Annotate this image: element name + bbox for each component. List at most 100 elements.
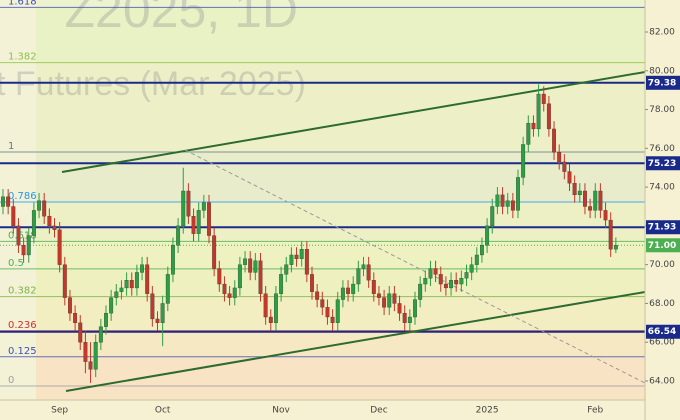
candle-body [541, 93, 546, 104]
candle-body [140, 264, 144, 273]
trend-line [65, 291, 646, 392]
candle-body [284, 264, 289, 275]
candle-body [567, 171, 572, 184]
candle-body [464, 272, 469, 279]
candle-body [577, 190, 582, 196]
candle-body [217, 268, 222, 285]
candle-body [212, 235, 217, 269]
candle-body [109, 297, 114, 314]
x-tick-label: Nov [272, 406, 290, 416]
fib-label: 0.236 [8, 320, 37, 331]
candle-body [346, 287, 350, 294]
candle-body [201, 202, 206, 211]
candle-body [155, 318, 160, 323]
level-tag [646, 220, 680, 235]
candle-body [325, 307, 330, 318]
candle-body [613, 245, 618, 250]
candle-body [145, 264, 150, 294]
candle-body [536, 93, 541, 130]
candle-body [526, 122, 531, 145]
watermark: t Futures (Mar 2025) [0, 65, 306, 103]
candle-body [608, 219, 613, 250]
candle-body [505, 200, 510, 207]
candle-body [588, 206, 593, 211]
time-axis [0, 400, 645, 420]
candle-body [433, 268, 438, 275]
y-tick-label: 68.00 [649, 299, 675, 309]
last-price-tag [646, 238, 680, 253]
candle-body [351, 283, 356, 294]
x-tick-label: Sep [51, 406, 68, 416]
candle-body [603, 210, 608, 221]
candle-body [546, 103, 551, 130]
candle-body [335, 299, 340, 323]
candle-body [500, 194, 505, 207]
fib-band [36, 356, 645, 387]
candle-body [521, 144, 526, 178]
candle-body [490, 206, 495, 227]
candle-body [572, 183, 577, 196]
fib-band [36, 152, 645, 203]
candle-body [387, 293, 392, 308]
candle-body [237, 264, 242, 289]
candle-body [557, 152, 562, 163]
level-label: 79.38 [648, 78, 676, 88]
candle-body [320, 299, 325, 308]
candle-body [583, 190, 587, 207]
candle-body [98, 326, 103, 343]
fib-label: 1.382 [8, 52, 37, 63]
candle-body [248, 258, 253, 273]
candle-body [552, 128, 556, 153]
y-tick-label: 80.00 [649, 66, 675, 76]
candle-body [443, 283, 448, 289]
candle-body [315, 291, 320, 300]
candle-body [207, 202, 211, 236]
candle-body [495, 194, 500, 207]
candle-body [57, 229, 62, 265]
candle-body [366, 264, 371, 281]
fib-label: 0.618 [8, 230, 37, 241]
candle-body [413, 299, 417, 318]
candle-body [243, 258, 247, 265]
fib-label: 1.618 [8, 0, 37, 7]
fib-band [36, 7, 645, 63]
candle-body [438, 274, 443, 285]
y-tick-label: 76.00 [649, 144, 675, 154]
candle-body [294, 254, 299, 259]
candle-body [150, 293, 155, 320]
candle-body [104, 312, 108, 327]
fib-band [36, 202, 645, 242]
candle-body [42, 200, 47, 217]
candle-body [299, 249, 304, 259]
axis-labels: 64.0066.0068.0070.0072.0074.0076.0078.00… [51, 27, 680, 416]
x-tick-label: Dec [370, 406, 387, 416]
candle-body [382, 297, 387, 308]
candle-body [423, 278, 428, 285]
candle-body [562, 161, 567, 172]
watermark: Z2025, 1D [65, 0, 298, 38]
fib-bands [36, 0, 645, 400]
y-tick-label: 78.00 [649, 105, 675, 115]
candle-body [356, 268, 361, 285]
candle-body [402, 312, 407, 323]
y-tick-label: 64.00 [649, 376, 675, 386]
level-tag [646, 156, 680, 171]
candle-body [31, 210, 36, 236]
fib-band [36, 386, 645, 400]
candle-body [21, 245, 26, 256]
candle-body [191, 216, 196, 234]
candle-body [232, 287, 237, 298]
level-label: 71.93 [648, 223, 676, 233]
y-tick-label: 66.00 [649, 338, 675, 348]
candle-body [124, 280, 129, 289]
candle-body [196, 210, 201, 234]
price-axis [645, 0, 680, 420]
candle-body [47, 216, 52, 227]
fib-label: 0.382 [8, 286, 37, 297]
candle-body [593, 190, 598, 211]
candle-body [186, 190, 191, 217]
candles [1, 84, 618, 383]
candle-body [170, 245, 175, 275]
fib-label: 0.5 [8, 258, 24, 269]
y-tick-label: 82.00 [649, 27, 675, 37]
